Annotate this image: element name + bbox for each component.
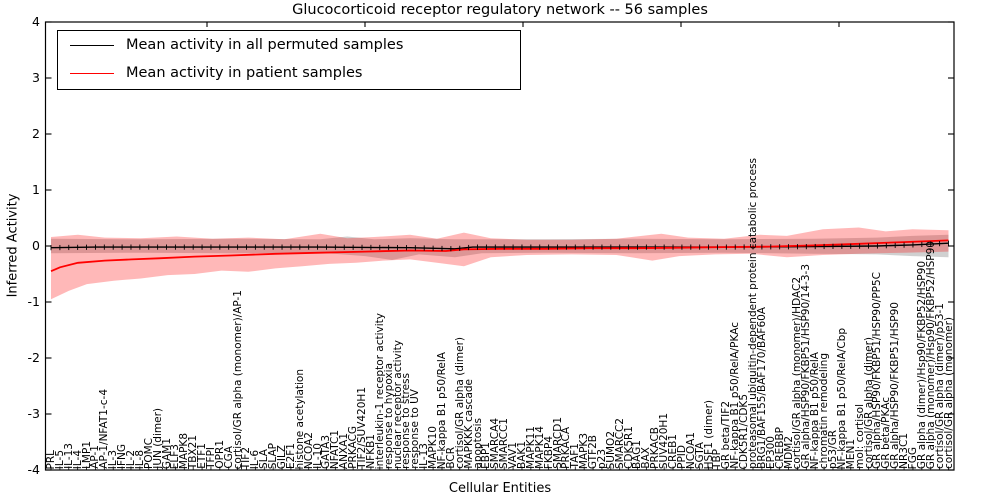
- y-tick-label: -4: [27, 462, 40, 477]
- y-tick-label: -1: [27, 294, 40, 309]
- legend-item-patient: Mean activity in patient samples: [58, 59, 520, 87]
- y-tick-label: 0: [32, 238, 40, 253]
- y-tick-label: -2: [27, 350, 40, 365]
- y-tick-label: 1: [32, 182, 40, 197]
- legend-label: Mean activity in patient samples: [126, 65, 363, 81]
- permuted-line-swatch: [70, 44, 114, 46]
- legend: Mean activity in all permuted samples Me…: [57, 30, 521, 90]
- patient-line-swatch: [70, 72, 114, 74]
- x-tick-label: cortisol/GR alpha (monomer)/AP-1: [231, 289, 244, 469]
- chart-title: Glucocorticoid receptor regulatory netwo…: [292, 2, 708, 18]
- patient-range-band: [51, 227, 949, 300]
- y-tick-label: 2: [32, 126, 40, 141]
- legend-item-permuted: Mean activity in all permuted samples: [58, 31, 520, 59]
- y-tick-label: 4: [32, 14, 40, 29]
- series-line: [50, 239, 949, 273]
- series-line: [50, 242, 949, 250]
- x-tick-label: cortisol/GR alpha (monomer): [942, 316, 955, 469]
- legend-label: Mean activity in all permuted samples: [126, 37, 404, 53]
- y-tick-label: 3: [32, 70, 40, 85]
- x-axis-label: Cellular Entities: [448, 481, 552, 496]
- y-tick-label: -3: [27, 406, 40, 421]
